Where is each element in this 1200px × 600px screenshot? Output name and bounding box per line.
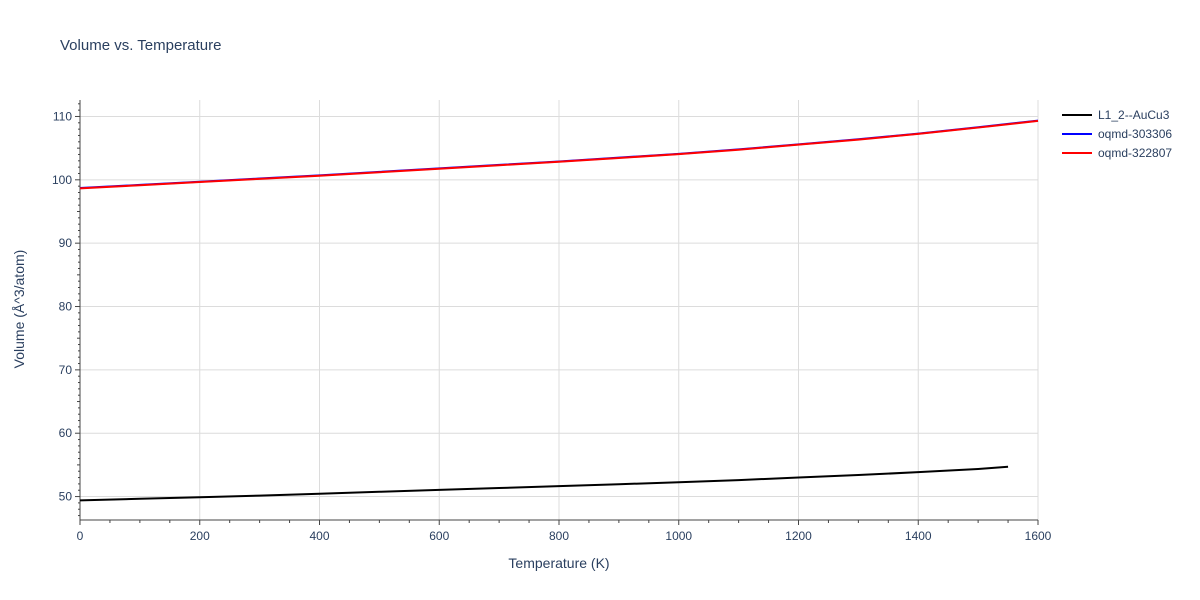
legend[interactable]: L1_2--AuCu3 oqmd-303306 oqmd-322807 [1062, 108, 1172, 160]
y-tick-label: 50 [59, 490, 73, 504]
x-axis-title: Temperature (K) [508, 555, 609, 571]
x-tick-label: 200 [190, 529, 210, 543]
x-tick-label: 400 [309, 529, 329, 543]
legend-label: oqmd-322807 [1098, 146, 1172, 160]
y-tick-label: 110 [53, 109, 72, 123]
legend-item[interactable]: L1_2--AuCu3 [1062, 108, 1170, 122]
y-tick-label: 70 [59, 363, 73, 377]
x-tick-label: 1200 [785, 529, 812, 543]
y-axis-title: Volume (Å^3/atom) [11, 250, 27, 369]
legend-label: L1_2--AuCu3 [1098, 108, 1170, 122]
chart-title: Volume vs. Temperature [60, 37, 221, 54]
x-tick-label: 1000 [665, 529, 692, 543]
y-tick-label: 80 [59, 300, 73, 314]
series-line-L1_2--AuCu3 [79, 465, 1009, 502]
x-tick-label: 1400 [905, 529, 932, 543]
y-tick-label: 100 [52, 173, 72, 187]
legend-item[interactable]: oqmd-322807 [1062, 146, 1172, 160]
x-tick-label: 800 [549, 529, 569, 543]
y-tick-label: 60 [59, 426, 73, 440]
x-tick-label: 0 [77, 529, 84, 543]
axes: 0 200 400 600 800 1000 1200 1400 1600 50 60 70 80 90 1… [52, 100, 1052, 543]
series-line-oqmd-322807 [79, 119, 1039, 190]
y-tick-label: 90 [59, 236, 73, 250]
legend-item[interactable]: oqmd-303306 [1062, 127, 1172, 141]
x-tick-label: 1600 [1025, 529, 1052, 543]
x-tick-label: 600 [429, 529, 449, 543]
legend-label: oqmd-303306 [1098, 127, 1172, 141]
series-group [79, 119, 1039, 502]
